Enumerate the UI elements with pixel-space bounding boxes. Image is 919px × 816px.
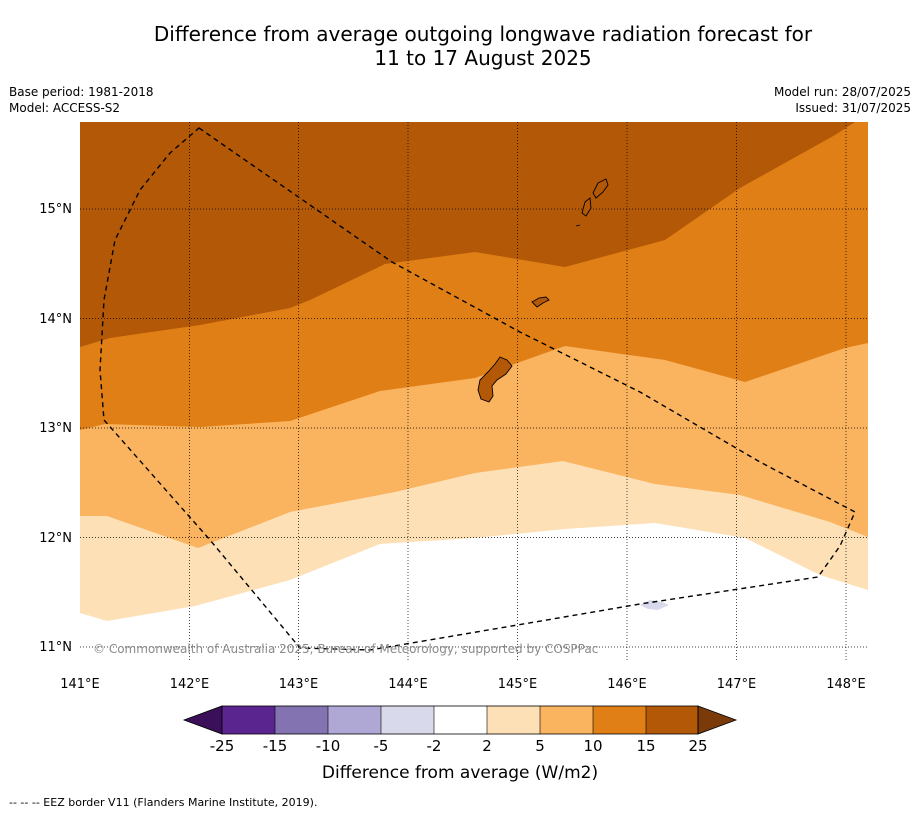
lat-labels: 15°N 14°N 13°N 12°N 11°N bbox=[39, 202, 72, 655]
colorbar-tick-neg10: -10 bbox=[316, 737, 341, 755]
colorbar-seg-10-15 bbox=[593, 706, 646, 734]
colorbar-tick-5: 5 bbox=[535, 737, 545, 755]
colorbar-seg-neg5-neg2 bbox=[381, 706, 434, 734]
colorbar-extend-max bbox=[697, 705, 738, 735]
lon-gridlines bbox=[189, 122, 847, 662]
colorbar-dividers bbox=[274, 706, 647, 734]
colorbar-tick-neg5: -5 bbox=[374, 737, 389, 755]
lon-label-145E: 145°E bbox=[498, 677, 538, 692]
eez-border bbox=[99, 127, 856, 651]
island-tinian bbox=[581, 197, 592, 217]
island-aguijan bbox=[575, 224, 581, 227]
lat-label-14N: 14°N bbox=[39, 312, 72, 327]
colorbar-tick-15: 15 bbox=[636, 737, 655, 755]
lon-label-146E: 146°E bbox=[607, 677, 647, 692]
lat-label-13N: 13°N bbox=[39, 421, 72, 436]
colorbar-tick-neg25: -25 bbox=[210, 737, 235, 755]
lon-label-147E: 147°E bbox=[717, 677, 757, 692]
title-line-1: Difference from average outgoing longwav… bbox=[153, 22, 813, 46]
colorbar-seg-neg25-neg15 bbox=[222, 706, 275, 734]
copyright-text: © Commonwealth of Australia 2025, Bureau… bbox=[93, 642, 598, 656]
map-title: Difference from average outgoing longwav… bbox=[0, 22, 919, 70]
colorbar-tick-neg15: -15 bbox=[263, 737, 288, 755]
colorbar: -25 -15 -10 -5 -2 2 5 10 15 25 Differenc… bbox=[182, 705, 738, 783]
colorbar-tick-2: 2 bbox=[482, 737, 492, 755]
island-guam bbox=[477, 356, 513, 403]
lon-labels: 141°E 142°E 143°E 144°E 145°E 146°E 147°… bbox=[60, 677, 866, 692]
model-text: Model: ACCESS-S2 bbox=[9, 101, 121, 115]
map-plot-area: © Commonwealth of Australia 2025, Bureau… bbox=[80, 122, 868, 662]
lon-label-142E: 142°E bbox=[170, 677, 210, 692]
island-saipan bbox=[592, 178, 609, 199]
colorbar-tick-10: 10 bbox=[583, 737, 602, 755]
colorbar-outline bbox=[221, 705, 699, 735]
lon-label-144E: 144°E bbox=[388, 677, 428, 692]
colorbar-seg-5-10 bbox=[540, 706, 593, 734]
meta-right: Model run: 28/07/2025 Issued: 31/07/2025 bbox=[774, 84, 911, 116]
colorbar-seg-neg15-neg10 bbox=[275, 706, 328, 734]
colorbar-tick-25: 25 bbox=[688, 737, 707, 755]
colorbar-label: Difference from average (W/m2) bbox=[322, 763, 598, 783]
colorbar-seg-2-5 bbox=[487, 706, 540, 734]
lat-gridlines bbox=[80, 208, 868, 648]
meta-left: Base period: 1981-2018 Model: ACCESS-S2 bbox=[9, 84, 154, 116]
issued-text: Issued: 31/07/2025 bbox=[795, 101, 911, 115]
lat-label-12N: 12°N bbox=[39, 531, 72, 546]
model-run-text: Model run: 28/07/2025 bbox=[773, 85, 911, 99]
lon-label-143E: 143°E bbox=[279, 677, 319, 692]
colorbar-tick-neg2: -2 bbox=[427, 737, 442, 755]
colorbar-extend-min bbox=[182, 705, 223, 735]
base-period-text: Base period: 1981-2018 bbox=[9, 85, 154, 99]
eez-footnote: -- -- -- EEZ border V11 (Flanders Marine… bbox=[9, 796, 318, 809]
title-line-2: 11 to 17 August 2025 bbox=[374, 46, 592, 70]
colorbar-seg-neg2-2 bbox=[434, 706, 487, 734]
colorbar-seg-15-25 bbox=[646, 706, 698, 734]
island-rota bbox=[531, 296, 550, 308]
lon-label-148E: 148°E bbox=[826, 677, 866, 692]
lat-label-11N: 11°N bbox=[39, 640, 72, 655]
colorbar-ticks: -25 -15 -10 -5 -2 2 5 10 15 25 bbox=[210, 737, 708, 755]
band-neg2-to-2 bbox=[80, 523, 868, 662]
islands bbox=[477, 178, 609, 403]
colorbar-seg-neg10-neg5 bbox=[328, 706, 381, 734]
lon-label-141E: 141°E bbox=[60, 677, 100, 692]
lat-label-15N: 15°N bbox=[39, 202, 72, 217]
